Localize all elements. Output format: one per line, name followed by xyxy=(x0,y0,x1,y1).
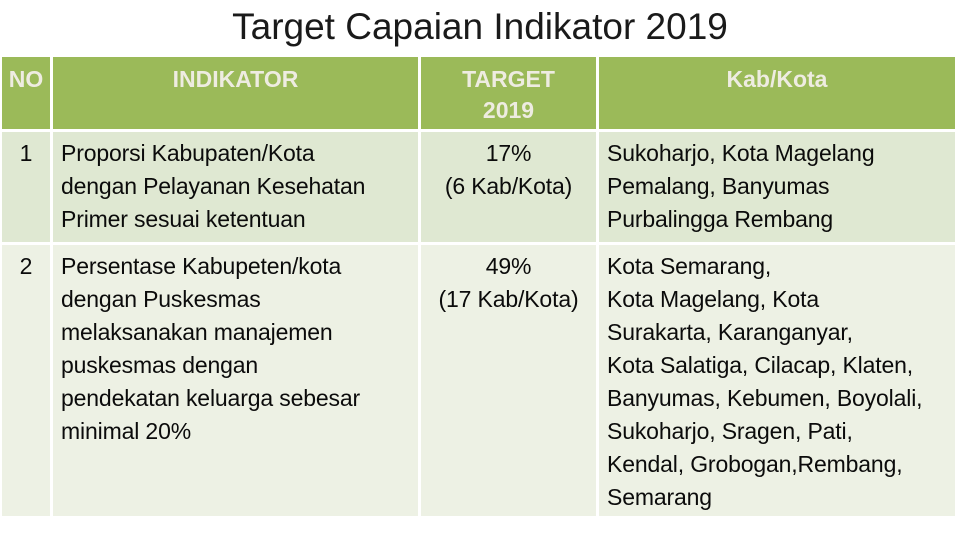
indicator-table: NO INDIKATOR TARGET 2019 Kab/Kota 1 Prop… xyxy=(2,57,955,516)
row1-no-cell: 1 xyxy=(2,132,50,242)
row2-indikator-cell: Persentase Kabupeten/kota dengan Puskesm… xyxy=(53,245,418,516)
column-header-indikator: INDIKATOR xyxy=(53,57,418,129)
row2-target-cell: 49% (17 Kab/Kota) xyxy=(421,245,596,516)
row2-no-cell: 2 xyxy=(2,245,50,516)
column-header-no: NO xyxy=(2,57,50,129)
row2-kab-kota-cell: Kota Semarang, Kota Magelang, Kota Surak… xyxy=(599,245,955,516)
page-title: Target Capaian Indikator 2019 xyxy=(232,6,728,47)
row1-kab-kota-cell: Sukoharjo, Kota Magelang Pemalang, Banyu… xyxy=(599,132,955,242)
row1-indikator-cell: Proporsi Kabupaten/Kota dengan Pelayanan… xyxy=(53,132,418,242)
column-header-kab-kota: Kab/Kota xyxy=(599,57,955,129)
column-header-target-2019: TARGET 2019 xyxy=(421,57,596,129)
row1-target-cell: 17% (6 Kab/Kota) xyxy=(421,132,596,242)
